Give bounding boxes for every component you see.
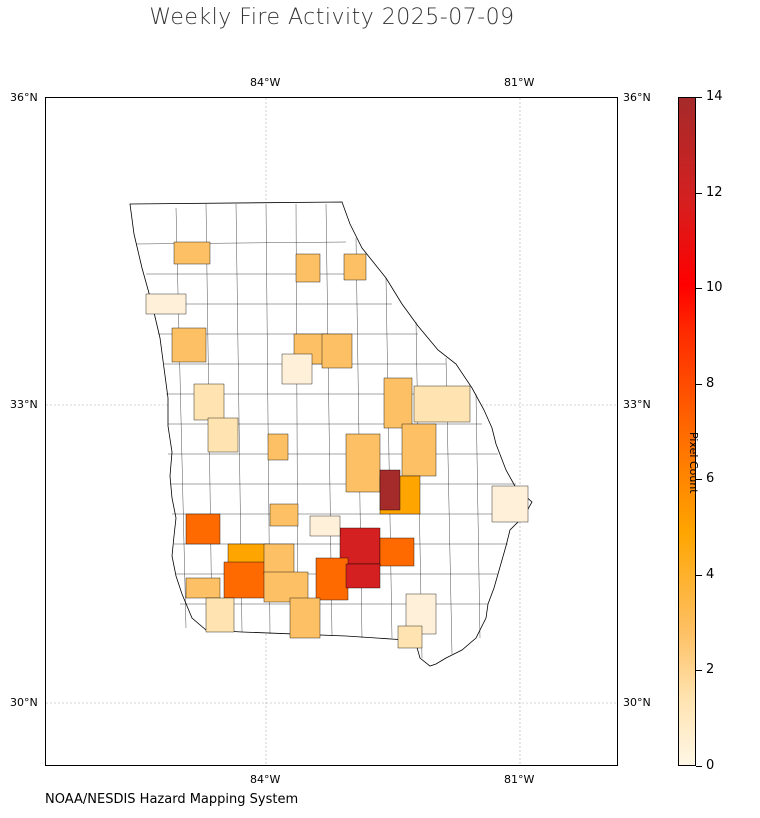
county-fire: [289, 597, 321, 639]
county-fire: [315, 557, 349, 601]
county-fire: [207, 417, 239, 453]
county-fire: [345, 433, 381, 493]
county-fire: [185, 513, 221, 545]
county-fire: [227, 543, 269, 565]
county-fire: [345, 563, 381, 589]
county-fire: [263, 571, 309, 603]
county-fire: [343, 253, 367, 281]
cb-tick-4: [696, 575, 702, 576]
colorbar: [678, 97, 696, 766]
cb-tick-10: [696, 288, 702, 289]
lon-tick-bottom-81: 81°W: [504, 773, 535, 786]
cb-tick-12: [696, 193, 702, 194]
map-panel[interactable]: [45, 97, 618, 766]
lat-tick-left-36: 36°N: [10, 91, 38, 104]
cb-label-4: 4: [706, 567, 715, 582]
cb-tick-2: [696, 670, 702, 671]
county-fire: [263, 543, 295, 575]
footer-credit: NOAA/NESDIS Hazard Mapping System: [45, 792, 299, 807]
county-fire: [309, 515, 341, 537]
georgia-county-map: [46, 98, 617, 765]
cb-label-0: 0: [706, 758, 715, 773]
county-fire: [267, 433, 289, 461]
cb-label-10: 10: [706, 280, 723, 295]
cb-tick-8: [696, 384, 702, 385]
cb-tick-6: [696, 479, 702, 480]
county-fire: [397, 625, 423, 649]
lat-tick-left-30: 30°N: [10, 696, 38, 709]
county-fire: [193, 383, 225, 421]
lat-tick-left-33: 33°N: [10, 398, 38, 411]
county-fire: [145, 293, 187, 315]
cb-label-14: 14: [706, 89, 723, 104]
cb-label-2: 2: [706, 662, 715, 677]
cb-tick-0: [696, 766, 702, 767]
county-fire: [269, 503, 299, 527]
cb-label-12: 12: [706, 185, 723, 200]
lon-tick-top-81: 81°W: [504, 76, 535, 89]
lat-tick-right-30: 30°N: [623, 696, 651, 709]
map-title: Weekly Fire Activity 2025-07-09: [149, 5, 515, 30]
county-fire: [383, 377, 413, 429]
cb-label-6: 6: [706, 471, 715, 486]
county-fire: [491, 485, 529, 523]
county-fire: [171, 327, 207, 363]
county-fire: [281, 353, 313, 385]
county-fire: [295, 253, 321, 283]
lat-tick-right-33: 33°N: [623, 398, 651, 411]
lat-tick-right-36: 36°N: [623, 91, 651, 104]
county-fire: [379, 537, 415, 567]
county-fire: [401, 423, 437, 477]
county-fire: [185, 577, 221, 599]
lon-tick-bottom-84: 84°W: [250, 773, 281, 786]
county-fire: [205, 597, 235, 633]
county-fire-max: [379, 469, 401, 511]
county-fire: [413, 385, 471, 423]
county-fire: [173, 241, 211, 265]
colorbar-title: Pixel Count: [687, 432, 700, 494]
cb-tick-14: [696, 97, 702, 98]
county-fire: [321, 333, 353, 369]
lon-tick-top-84: 84°W: [250, 76, 281, 89]
cb-label-8: 8: [706, 376, 715, 391]
fire-counties: [145, 241, 529, 649]
county-fire: [223, 561, 267, 599]
